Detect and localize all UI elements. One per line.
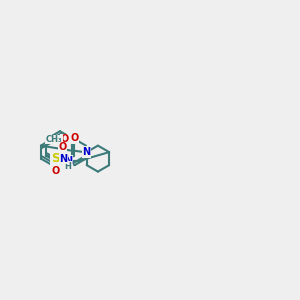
Text: O: O — [58, 142, 67, 152]
Text: O: O — [60, 134, 69, 144]
Text: S: S — [51, 152, 60, 165]
Text: N: N — [59, 154, 68, 164]
Text: O: O — [70, 133, 78, 143]
Text: H: H — [64, 162, 71, 171]
Text: N: N — [82, 147, 91, 157]
Text: O: O — [51, 166, 60, 176]
Text: N: N — [64, 156, 72, 166]
Text: CH₃: CH₃ — [46, 135, 62, 144]
